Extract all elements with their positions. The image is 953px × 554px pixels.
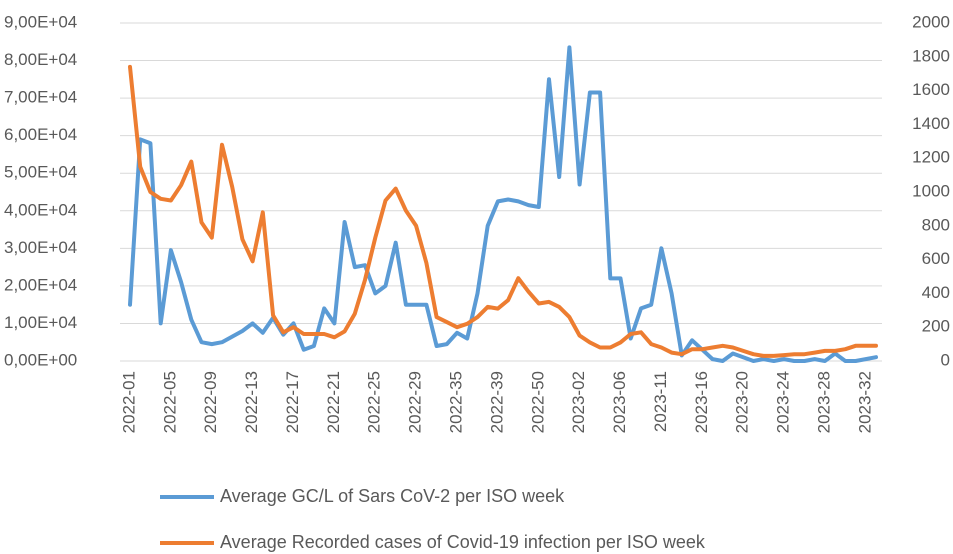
x-tick-label: 2022-50 [528,371,547,433]
x-tick-label: 2023-11 [651,371,670,432]
y-tick-label: 6,00E+04 [4,125,77,144]
series-line [128,45,878,363]
y-tick-label: 0,00E+00 [4,350,77,369]
y2-tick-label: 600 [922,249,950,268]
x-tick-label: 2022-39 [487,371,506,433]
x-tick-label: 2023-20 [733,371,752,433]
y2-tick-label: 400 [922,283,950,302]
y2-tick-label: 800 [922,215,950,234]
y-tick-label: 4,00E+04 [4,200,77,219]
legend-label: Average Recorded cases of Covid-19 infec… [220,532,706,552]
x-tick-label: 2023-16 [692,371,711,433]
y-tick-label: 5,00E+04 [4,163,77,182]
y2-tick-label: 200 [922,317,950,336]
y2-tick-label: 1400 [912,114,950,133]
y2-tick-label: 1000 [912,181,950,200]
x-tick-label: 2022-05 [160,371,179,433]
x-tick-label: 2022-13 [242,371,261,433]
y-tick-label: 8,00E+04 [4,50,77,69]
y-tick-label: 9,00E+04 [4,12,77,31]
y2-tick-label: 1200 [912,148,950,167]
x-tick-label: 2023-02 [569,371,588,433]
x-tick-label: 2022-01 [119,371,138,433]
y2-tick-label: 1800 [912,46,950,65]
y2-tick-label: 2000 [912,12,950,31]
y-tick-label: 3,00E+04 [4,238,77,257]
x-tick-label: 2022-21 [324,371,343,433]
y2-tick-label: 0 [941,350,950,369]
x-tick-label: 2022-17 [283,371,302,433]
y-tick-label: 1,00E+04 [4,313,77,332]
x-tick-label: 2022-35 [446,371,465,433]
x-tick-label: 2023-32 [855,371,874,433]
legend-label: Average GC/L of Sars CoV-2 per ISO week [220,486,565,506]
x-tick-label: 2023-28 [814,371,833,433]
x-tick-label: 2022-29 [406,371,425,433]
y2-tick-label: 1600 [912,80,950,99]
series-line [128,64,878,358]
x-tick-label: 2023-06 [610,371,629,433]
y-tick-label: 2,00E+04 [4,275,77,294]
y-tick-label: 7,00E+04 [4,88,77,107]
x-tick-label: 2023-24 [774,371,793,433]
x-tick-label: 2022-09 [201,371,220,433]
x-tick-label: 2022-25 [365,371,384,433]
